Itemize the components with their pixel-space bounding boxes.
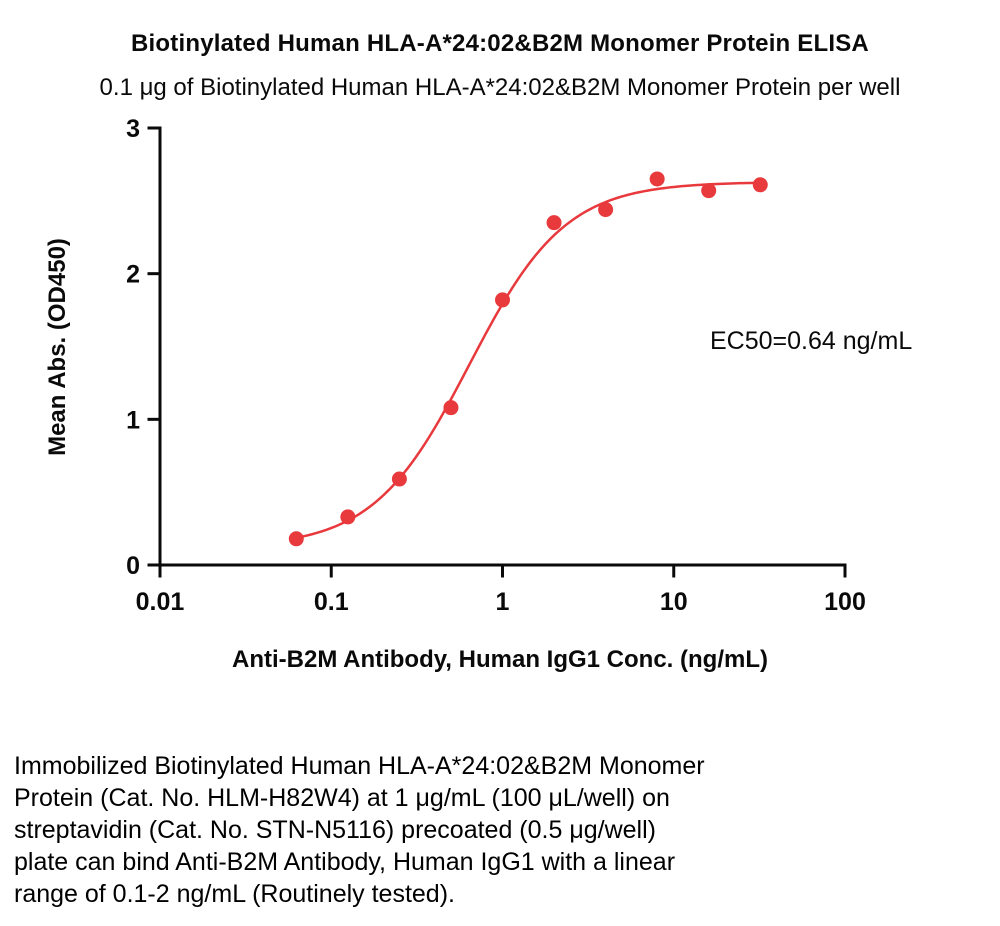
x-tick-label: 10 [660,588,688,616]
data-point [546,215,562,231]
data-point [495,292,510,308]
ec50-annotation: EC50=0.64 ng/mL [710,327,913,355]
data-point [391,471,407,487]
data-point [443,400,459,416]
figure-subtitle: 0.1 μg of Biotinylated Human HLA-A*24:02… [99,74,901,101]
figure-title: Biotinylated Human HLA-A*24:02&B2M Monom… [131,30,869,57]
y-tick-label: 1 [126,406,140,434]
x-axis-label: Anti-B2M Antibody, Human IgG1 Conc. (ng/… [232,646,768,673]
caption-line: Immobilized Biotinylated Human HLA-A*24:… [14,752,705,780]
x-tick-label: 0.01 [136,588,185,616]
data-point [701,183,717,199]
y-tick-label: 2 [126,261,140,289]
x-tick-label: 1 [496,588,510,616]
data-point [340,509,356,525]
y-tick-label: 0 [126,552,140,580]
data-point [288,531,304,547]
figure-caption: Immobilized Biotinylated Human HLA-A*24:… [14,750,974,910]
x-tick-label: 100 [824,588,866,616]
x-tick-label: 0.1 [314,588,349,616]
data-point [752,177,768,193]
caption-line: plate can bind Anti-B2M Antibody, Human … [14,848,676,876]
caption-line: Protein (Cat. No. HLM-H82W4) at 1 μg/mL … [14,784,670,812]
caption-line: range of 0.1-2 ng/mL (Routinely tested). [14,880,455,908]
y-axis-label: Mean Abs. (OD450) [44,238,71,456]
y-tick-label: 3 [126,115,140,143]
data-point [598,202,614,218]
caption-line: streptavidin (Cat. No. STN-N5116) precoa… [14,816,656,844]
elisa-chart: 0.01 0.1 1 10 100 0 1 2 3 [126,115,866,616]
data-point [649,171,665,187]
fit-curve [296,181,761,540]
